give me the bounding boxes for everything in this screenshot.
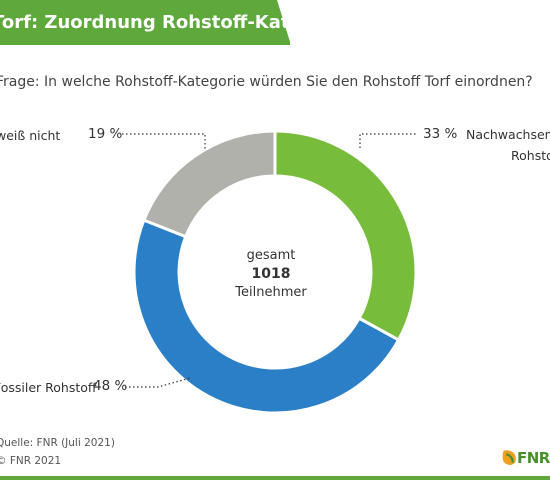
chart-title: Torf: Zuordnung Rohstoff-Kategorie — [0, 12, 290, 33]
question-text: Frage: In welche Rohstoff-Kategorie würd… — [0, 74, 533, 90]
center-label-gesamt: gesamt — [246, 248, 296, 263]
label-nachwachsend-line1: Nachwachsender — [466, 127, 550, 142]
bottom-accent-line — [0, 476, 550, 480]
label-nachwachsend-line2: Rohstoff — [511, 148, 550, 163]
fnr-logo-text: FNR — [517, 449, 550, 467]
slice-weiss-nicht — [141, 129, 277, 239]
value-label-fossil: 48 % — [93, 378, 128, 394]
value-label-nachwachsend: 33 % — [423, 126, 458, 142]
center-total-count: 1018 — [251, 266, 291, 282]
fnr-leaf-icon — [502, 450, 516, 465]
leader-line-nachwachsend — [359, 133, 416, 148]
leader-line-weiss-nicht — [122, 133, 206, 150]
center-label-teilnehmer: Teilnehmer — [235, 285, 307, 300]
source-text: Quelle: FNR (Juli 2021) — [0, 437, 115, 449]
slice-nachwachsend — [273, 129, 418, 342]
copyright-text: © FNR 2021 — [0, 455, 62, 467]
label-fossil: Fossiler Rohstoff — [0, 380, 97, 395]
slice-fossil — [132, 218, 401, 415]
value-label-weiss-nicht: 19 % — [88, 126, 123, 142]
leader-line-fossil — [125, 377, 191, 388]
label-weiss-nicht: weiß nicht — [0, 128, 61, 143]
title-bar: Torf: Zuordnung Rohstoff-Kategorie — [0, 0, 290, 45]
